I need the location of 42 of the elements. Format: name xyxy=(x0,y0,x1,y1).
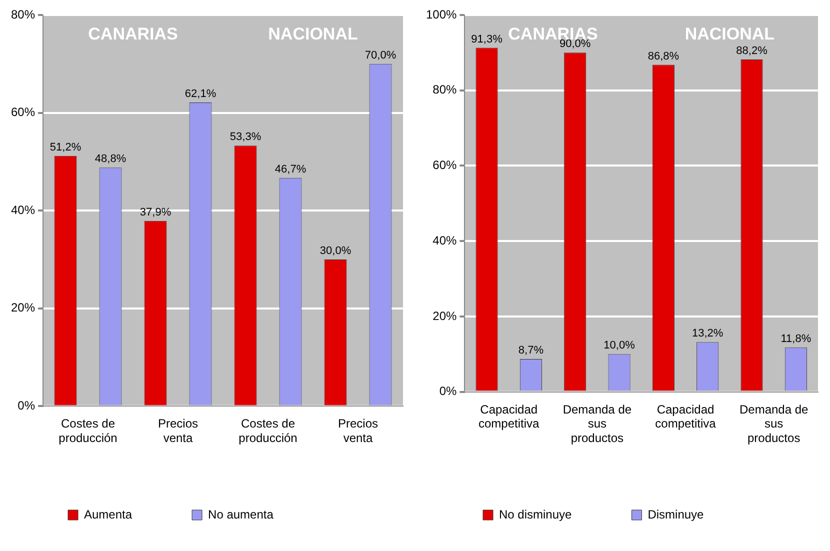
data-label: 62,1% xyxy=(184,88,216,100)
legend-label: No aumenta xyxy=(208,507,274,522)
data-label: 51,2% xyxy=(50,141,82,154)
y-tick-label: 0% xyxy=(18,398,36,413)
y-tick-label: 0% xyxy=(439,384,458,398)
y-tick-label: 80% xyxy=(432,82,458,97)
data-label: 86,8% xyxy=(648,50,680,62)
data-label: 13,2% xyxy=(692,328,724,340)
x-tick-label: Costes de producción xyxy=(238,416,298,446)
x-tick-label: Costes de producción xyxy=(58,416,118,446)
y-tick-label: 80% xyxy=(10,7,36,22)
x-tick-label: Demanda de sus productos xyxy=(562,402,632,446)
x-tick-label: Precios venta xyxy=(158,416,198,446)
data-label: 90,0% xyxy=(560,38,591,50)
data-label: 46,7% xyxy=(274,163,306,176)
data-label: 91,3% xyxy=(471,33,503,46)
data-label: 70,0% xyxy=(364,49,396,62)
x-tick-label: Capacidad competitiva xyxy=(655,402,716,431)
y-tick-label: 60% xyxy=(432,158,458,172)
data-label: 11,8% xyxy=(780,332,812,345)
annotation: NACIONAL xyxy=(268,24,358,44)
annotation: NACIONAL xyxy=(684,24,775,44)
legend-label: No disminuye xyxy=(499,507,572,522)
legend-label: Aumenta xyxy=(84,507,132,522)
data-label: 8,7% xyxy=(518,344,544,357)
y-tick-label: 20% xyxy=(432,308,458,323)
x-tick-label: Demanda de sus productos xyxy=(739,402,809,446)
x-tick-label: Capacidad competitiva xyxy=(478,402,540,431)
data-label: 10,0% xyxy=(604,340,636,352)
y-tick-label: 100% xyxy=(426,7,458,22)
data-label: 37,9% xyxy=(140,206,172,218)
data-label: 88,2% xyxy=(736,44,768,57)
annotation: CANARIAS xyxy=(88,24,178,44)
y-tick-label: 20% xyxy=(10,300,36,315)
y-tick-label: 40% xyxy=(10,202,36,217)
legend-label: Disminuye xyxy=(648,507,704,522)
x-tick-label: Precios venta xyxy=(338,416,378,446)
y-tick-label: 40% xyxy=(432,233,458,248)
y-tick-label: 60% xyxy=(10,105,36,120)
data-label: 48,8% xyxy=(94,153,126,166)
data-label: 30,0% xyxy=(320,245,352,258)
data-label: 53,3% xyxy=(230,131,262,144)
